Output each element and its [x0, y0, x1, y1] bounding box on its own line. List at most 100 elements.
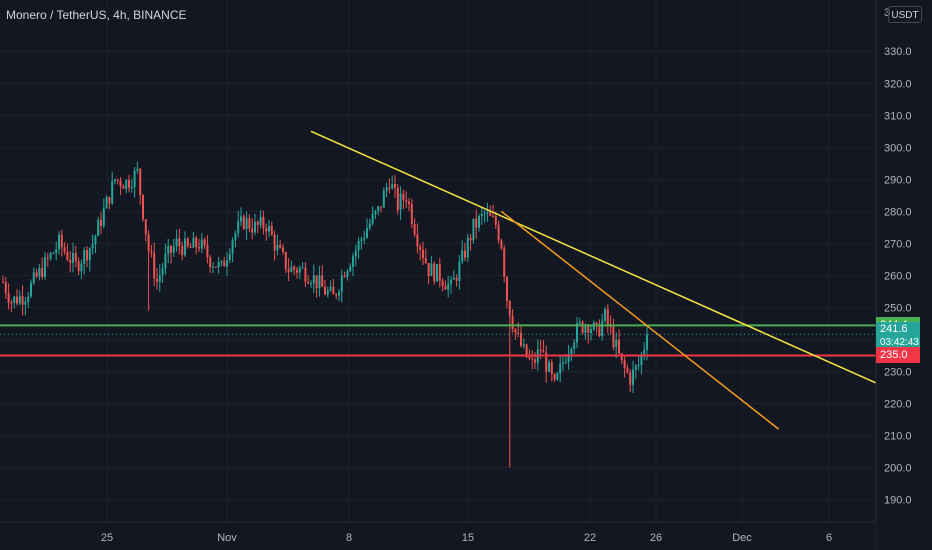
candle-body — [584, 326, 587, 333]
currency-button[interactable]: USDT — [888, 6, 922, 23]
candle-body — [164, 253, 167, 269]
candle-body — [296, 269, 298, 273]
candle-body — [604, 308, 606, 321]
candle-body — [394, 184, 396, 188]
candle-body — [559, 363, 562, 374]
candle-body — [618, 339, 620, 354]
horizontal-lines — [0, 324, 876, 357]
candle-body — [4, 282, 7, 294]
candle-body — [623, 360, 626, 368]
candle-body — [626, 367, 629, 373]
candle-body — [144, 219, 147, 235]
candle-body — [147, 234, 150, 251]
candle-body — [458, 261, 461, 281]
candle-body — [226, 260, 228, 267]
candle-body — [128, 180, 130, 188]
candle-body — [240, 216, 242, 222]
candle-body — [304, 267, 307, 282]
candle-body — [80, 263, 83, 272]
candle-body — [324, 286, 326, 295]
candle-body — [332, 286, 335, 295]
candle-body — [531, 358, 534, 360]
candle-body — [349, 266, 352, 272]
candle-body — [391, 184, 394, 189]
candle-body — [522, 344, 525, 346]
candle-body — [343, 275, 346, 277]
candle-body — [209, 256, 212, 268]
candle-body — [371, 213, 374, 224]
candle-body — [455, 277, 458, 281]
y-tick-label: 210.0 — [884, 431, 912, 443]
candles — [2, 161, 648, 468]
candle-body — [223, 261, 226, 267]
candle-body — [153, 252, 156, 279]
candle-body — [620, 353, 623, 361]
candle-body — [172, 246, 175, 253]
candle-body — [464, 250, 466, 258]
candle-body — [290, 266, 293, 272]
candle-body — [158, 275, 161, 282]
candle-body — [156, 278, 158, 282]
candle-body — [220, 261, 223, 263]
y-tick-label: 190.0 — [884, 495, 912, 507]
candle-body — [307, 281, 310, 284]
candle-body — [161, 268, 164, 276]
candle-body — [352, 256, 354, 267]
last-price-value: 241.6 — [880, 323, 908, 336]
candle-body — [483, 213, 486, 215]
candle-body — [382, 191, 385, 208]
candle-body — [450, 279, 452, 284]
x-tick-label: 25 — [101, 532, 113, 544]
candle-body — [346, 271, 349, 277]
candle-body — [525, 344, 528, 357]
candle-body — [570, 349, 573, 354]
candle-body — [419, 246, 422, 250]
candle-body — [486, 212, 489, 214]
candle-body — [10, 302, 13, 304]
candle-body — [480, 213, 483, 216]
last-price-tag: 241.6 03:42:43 — [876, 322, 920, 351]
candle-body — [203, 239, 206, 246]
candle-body — [108, 197, 111, 204]
candle-body — [69, 259, 72, 263]
candle-body — [405, 200, 408, 202]
candle-body — [60, 234, 63, 248]
candle-body — [545, 352, 548, 372]
candle-body — [72, 253, 74, 263]
candle-body — [301, 267, 304, 269]
candle-body — [310, 283, 312, 285]
candle-body — [198, 247, 200, 249]
candle-body — [298, 267, 301, 273]
candle-body — [506, 276, 508, 301]
candle-body — [564, 362, 567, 364]
candle-body — [125, 180, 128, 189]
candle-body — [612, 326, 615, 348]
candle-body — [217, 261, 220, 268]
candle-body — [170, 245, 172, 253]
candle-body — [254, 221, 256, 233]
candle-body — [497, 224, 500, 241]
candle-body — [556, 373, 559, 380]
candle-body — [312, 275, 315, 284]
candle-body — [24, 301, 27, 305]
candle-body — [30, 282, 32, 297]
candle-body — [363, 237, 366, 240]
candle-body — [105, 197, 108, 209]
candle-body — [268, 225, 270, 232]
candle-body — [83, 250, 86, 264]
grid-lines — [0, 0, 876, 522]
candle-body — [262, 216, 265, 229]
candle-body — [366, 228, 368, 238]
candle-body — [466, 237, 469, 258]
candle-body — [77, 261, 80, 272]
candle-body — [189, 246, 192, 248]
candle-body — [111, 180, 114, 204]
candle-body — [94, 235, 97, 245]
candle-body — [542, 351, 545, 353]
orange-trendline — [500, 210, 780, 430]
candle-body — [436, 264, 438, 282]
x-tick-label: 26 — [650, 532, 662, 544]
candle-body — [46, 257, 49, 259]
